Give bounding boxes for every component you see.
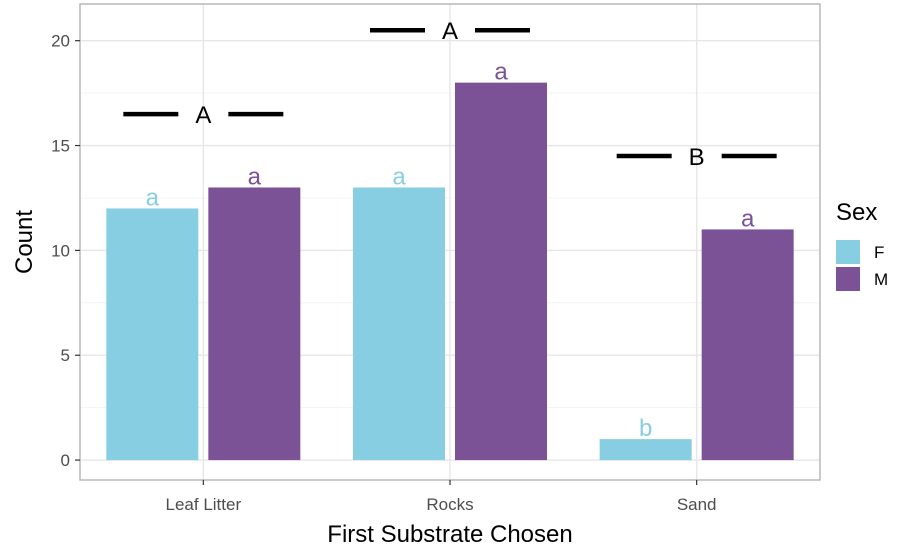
legend-title: Sex — [836, 199, 877, 226]
bar-f-2 — [599, 439, 692, 461]
bar-label: a — [146, 184, 160, 211]
group-annotations: A A B — [123, 18, 777, 171]
bar-label: a — [741, 205, 755, 232]
grid-lines — [80, 4, 820, 480]
bar-label: a — [494, 59, 508, 86]
legend-label: F — [874, 243, 884, 262]
group-letter: A — [195, 102, 211, 129]
legend-swatch-m — [836, 267, 860, 291]
bar-label: a — [248, 163, 262, 190]
y-axis: 0 5 10 15 20 — [51, 32, 80, 470]
y-tick-label: 10 — [51, 241, 70, 260]
legend: Sex FM — [836, 199, 888, 291]
bars — [106, 82, 794, 461]
x-axis-title: First Substrate Chosen — [327, 521, 572, 547]
y-axis-title: Count — [11, 210, 38, 274]
group-letter: B — [689, 144, 705, 171]
bar-m-0 — [208, 187, 301, 461]
bar-label: b — [639, 415, 652, 442]
bar-f-0 — [106, 208, 199, 461]
bar-m-1 — [455, 82, 547, 461]
x-axis: Leaf Litter Rocks Sand — [166, 480, 717, 514]
x-tick-label: Leaf Litter — [166, 495, 242, 514]
x-tick-label: Rocks — [426, 495, 473, 514]
y-tick-label: 20 — [51, 32, 70, 51]
x-tick-label: Sand — [677, 495, 717, 514]
bar-f-1 — [353, 187, 445, 461]
bar-m-2 — [701, 229, 794, 461]
y-tick-label: 5 — [61, 346, 70, 365]
legend-swatch-f — [836, 240, 860, 264]
legend-label: M — [874, 270, 888, 289]
group-letter: A — [442, 18, 458, 45]
bar-label: a — [392, 163, 406, 190]
bar-labels: a a b a a a — [146, 59, 755, 442]
y-tick-label: 0 — [61, 451, 70, 470]
y-tick-label: 15 — [51, 137, 70, 156]
